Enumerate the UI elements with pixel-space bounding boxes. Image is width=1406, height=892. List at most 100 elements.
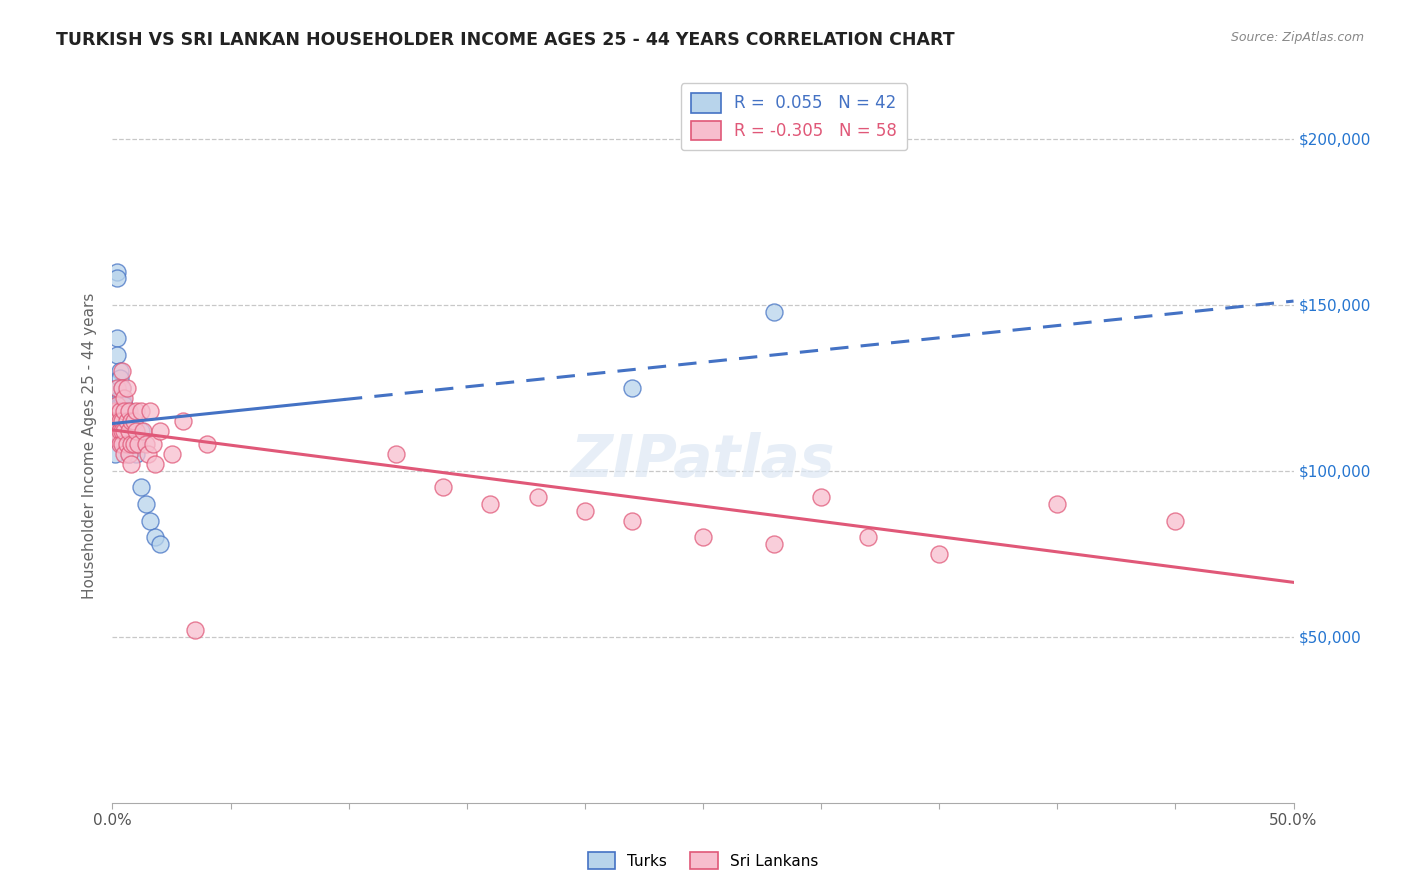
Point [111,364,134,378]
Point [172,414,194,428]
Point [120,437,142,451]
Point [129,481,152,495]
Point [115,414,138,428]
Point [108,371,131,385]
Point [112,414,135,428]
Text: ZIPatlas: ZIPatlas [571,432,835,489]
Point [139,404,162,418]
Point [143,530,166,544]
Point [120,414,142,428]
Point [108,431,131,445]
Point [105,348,128,362]
Point [858,530,880,544]
Point [195,437,218,451]
Point [118,447,141,461]
Point [1046,497,1069,511]
Point [111,381,134,395]
Point [111,414,134,428]
Point [108,404,131,418]
Point [115,381,138,395]
Point [120,431,142,445]
Point [432,481,454,495]
Point [111,404,134,418]
Point [105,397,128,411]
Point [108,414,131,428]
Point [621,514,644,528]
Point [115,437,138,451]
Point [120,457,142,471]
Point [108,424,131,438]
Point [120,437,142,451]
Point [105,271,128,285]
Point [125,447,148,461]
Point [526,491,548,505]
Point [118,414,141,428]
Point [135,497,157,511]
Point [105,431,128,445]
Point [142,437,165,451]
Point [122,437,145,451]
Point [125,424,148,438]
Point [112,397,135,411]
Point [762,537,785,551]
Point [105,404,128,418]
Point [111,424,134,438]
Point [105,381,128,395]
Point [118,447,141,461]
Point [479,497,502,511]
Point [1164,514,1187,528]
Point [104,447,127,461]
Point [108,397,131,411]
Point [108,391,131,405]
Point [149,424,172,438]
Point [385,447,408,461]
Point [136,447,159,461]
Point [112,437,135,451]
Legend: R =  0.055   N = 42, R = -0.305   N = 58: R = 0.055 N = 42, R = -0.305 N = 58 [681,83,907,150]
Text: Source: ZipAtlas.com: Source: ZipAtlas.com [1230,31,1364,45]
Point [104,424,127,438]
Point [104,414,127,428]
Point [122,424,145,438]
Point [122,414,145,428]
Point [111,391,134,405]
Point [621,381,644,395]
Point [125,404,148,418]
Text: TURKISH VS SRI LANKAN HOUSEHOLDER INCOME AGES 25 - 44 YEARS CORRELATION CHART: TURKISH VS SRI LANKAN HOUSEHOLDER INCOME… [56,31,955,49]
Point [762,304,785,318]
Point [105,414,128,428]
Point [129,424,152,438]
Point [112,391,135,405]
Point [108,414,131,428]
Point [118,424,141,438]
Point [574,504,596,518]
Point [149,537,172,551]
Point [810,491,832,505]
Point [104,424,127,438]
Point [111,381,134,395]
Point [105,381,128,395]
Point [112,404,135,418]
Point [115,404,138,418]
Point [135,437,157,451]
Point [104,404,127,418]
Point [129,404,152,418]
Point [692,530,714,544]
Point [125,437,148,451]
Legend: Turks, Sri Lankans: Turks, Sri Lankans [582,846,824,875]
Point [118,404,141,418]
Point [132,424,155,438]
Point [112,447,135,461]
Point [111,424,134,438]
Point [115,424,138,438]
Y-axis label: Householder Income Ages 25 - 44 years: Householder Income Ages 25 - 44 years [82,293,97,599]
Point [111,414,134,428]
Point [112,424,135,438]
Point [139,514,162,528]
Point [928,547,950,561]
Point [115,437,138,451]
Point [184,624,207,638]
Point [112,424,135,438]
Point [143,457,166,471]
Point [108,364,131,378]
